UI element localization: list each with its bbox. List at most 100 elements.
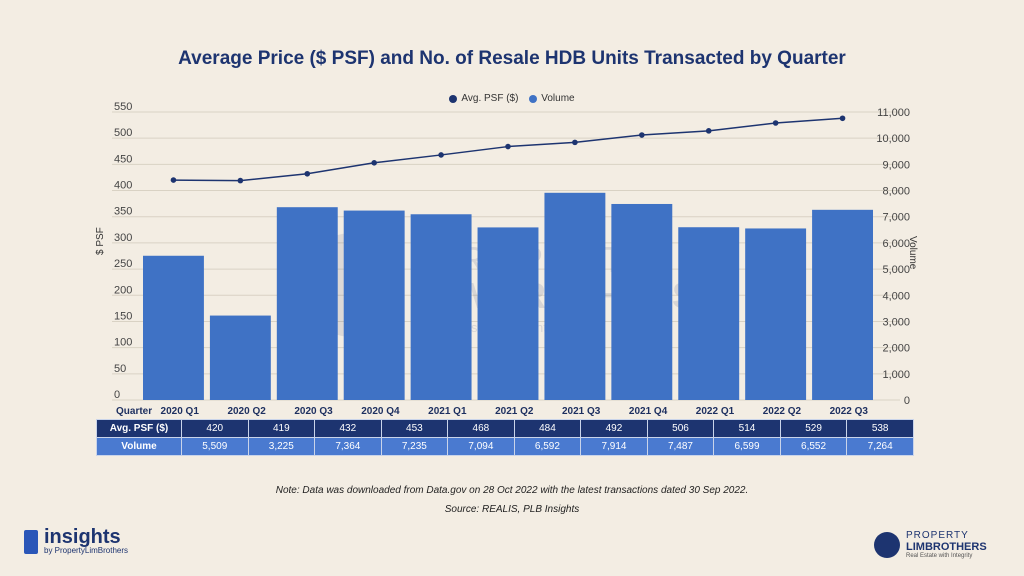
table-cell-volume: 7,914	[580, 437, 648, 456]
plb-logo-line1: PROPERTY	[906, 530, 969, 541]
volume-bar	[544, 192, 606, 400]
table-cell-volume: 7,235	[380, 437, 449, 456]
legend-item-psf: Avg. PSF ($)	[449, 93, 518, 104]
y-left-tick-label: 300	[114, 232, 132, 244]
y-right-tick-label: 9,000	[882, 159, 910, 171]
y-left-tick-label: 0	[114, 389, 120, 401]
y-left-tick-label: 400	[114, 180, 132, 192]
table-cell-volume: 7,264	[846, 437, 914, 456]
x-tick-label: 2021 Q2	[495, 406, 534, 417]
source-note: Source: REALIS, PLB Insights	[444, 504, 580, 515]
x-tick-label: 2021 Q4	[629, 406, 668, 417]
table-cell-volume: 7,487	[646, 437, 715, 456]
x-axis-title: Quarter	[116, 406, 152, 417]
chart-title: Average Price ($ PSF) and No. of Resale …	[178, 48, 846, 69]
data-table: Avg. PSF ($) 420 419 432 453 468 484 492 506 514…	[96, 419, 914, 456]
footnote: Note: Data was downloaded from Data.gov …	[275, 485, 749, 496]
y-axis-left-title: $ PSF	[95, 227, 106, 255]
x-tick-label: 2020 Q3	[294, 406, 333, 417]
insights-logo-word: insights	[44, 526, 121, 548]
y-right-tick-label: 8,000	[882, 186, 910, 198]
psf-point	[772, 120, 779, 126]
legend-psf-label: Avg. PSF ($)	[461, 93, 519, 104]
table-cell-psf: 506	[646, 419, 715, 438]
volume-bar	[143, 255, 204, 400]
psf-point	[639, 132, 645, 138]
legend-volume-label: Volume	[541, 93, 575, 104]
table-row-volume: Volume 5,509 3,225 7,364 7,235 7,094 6,592 7,9…	[96, 437, 914, 456]
y-left-tick-label: 250	[114, 258, 132, 270]
table-cell-psf: 529	[779, 419, 848, 438]
volume-bar	[477, 227, 539, 400]
table-cell-volume: 7,094	[447, 437, 515, 456]
volume-bar	[812, 209, 873, 400]
y-left-tick-label: 350	[114, 206, 132, 218]
y-left-tick-label: 550	[114, 101, 132, 113]
table-cell-psf: 468	[447, 419, 515, 438]
table-row-psf-label: Avg. PSF ($)	[96, 419, 182, 438]
x-tick-label: 2020 Q1	[161, 406, 200, 417]
y-left-tick-label: 150	[114, 310, 132, 322]
y-right-tick-label: 0	[904, 395, 910, 407]
y-axis-right-title: Volume	[907, 236, 918, 270]
y-right-tick-label: 5,000	[882, 264, 910, 276]
y-left-tick-label: 50	[114, 363, 126, 375]
plb-logo-line3: Real Estate with Integrity	[906, 553, 973, 559]
y-left-tick-label: 500	[114, 127, 132, 139]
y-right-tick-label: 7,000	[882, 212, 910, 224]
legend: Avg. PSF ($) Volume	[0, 93, 1024, 106]
x-tick-label: 2020 Q4	[361, 406, 400, 417]
volume-bar	[410, 214, 472, 400]
x-tick-label: 2020 Q2	[227, 406, 266, 417]
table-cell-psf: 484	[513, 419, 582, 438]
x-tick-label: 2022 Q3	[830, 406, 869, 417]
x-tick-label: 2022 Q2	[763, 406, 802, 417]
psf-point	[237, 177, 244, 184]
table-cell-volume: 6,552	[779, 437, 848, 456]
legend-volume-marker	[529, 94, 538, 103]
table-cell-psf: 453	[380, 419, 449, 438]
psf-point	[839, 115, 846, 122]
psf-point	[438, 152, 444, 158]
x-tick-label: 2022 Q1	[696, 406, 735, 417]
y-right-tick-label: 3,000	[882, 316, 910, 328]
table-cell-psf: 492	[580, 419, 648, 438]
y-right-tick-label: 11,000	[877, 107, 910, 119]
table-cell-volume: 5,509	[181, 437, 249, 456]
table-cell-psf: 538	[846, 419, 914, 438]
psf-point	[371, 159, 377, 166]
y-left-tick-label: 200	[114, 284, 132, 296]
volume-bar	[343, 210, 405, 400]
x-tick-label: 2021 Q1	[428, 406, 467, 417]
y-right-tick-label: 10,000	[876, 133, 910, 145]
table-cell-volume: 3,225	[247, 437, 316, 456]
volume-bar	[276, 207, 338, 400]
plb-logo-icon	[874, 531, 900, 558]
table-cell-psf: 419	[247, 419, 316, 438]
y-right-tick-label: 2,000	[882, 343, 910, 355]
legend-item-volume: Volume	[529, 93, 575, 104]
volume-bar	[678, 227, 740, 400]
y-left-tick-label: 450	[114, 153, 132, 165]
psf-point	[705, 128, 712, 134]
y-right-tick-label: 6,000	[882, 238, 910, 250]
insights-logo: insights by PropertyLimBrothers	[24, 526, 128, 555]
table-cell-volume: 6,592	[513, 437, 582, 456]
plb-logo: PROPERTY LIMBROTHERS Real Estate with In…	[874, 530, 987, 559]
psf-point	[170, 177, 177, 183]
table-cell-psf: 420	[181, 419, 249, 438]
insights-logo-icon	[24, 529, 38, 554]
table-cell-psf: 432	[314, 419, 382, 438]
table-cell-volume: 6,599	[713, 437, 781, 456]
psf-point	[505, 143, 511, 150]
psf-line	[173, 117, 843, 182]
table-cell-volume: 7,364	[314, 437, 382, 456]
psf-point	[304, 170, 311, 177]
volume-bar	[209, 315, 271, 400]
table-row-volume-label: Volume	[96, 437, 182, 456]
y-right-tick-label: 1,000	[882, 369, 910, 381]
volume-bar	[745, 228, 807, 400]
table-cell-psf: 514	[713, 419, 781, 438]
y-right-tick-label: 4,000	[882, 290, 910, 302]
volume-bar	[611, 203, 673, 400]
